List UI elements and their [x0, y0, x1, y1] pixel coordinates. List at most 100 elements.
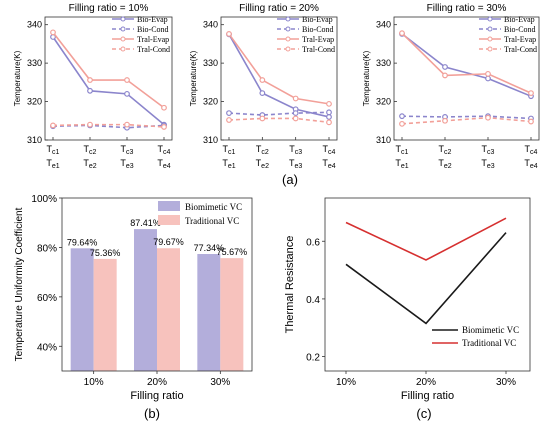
- plot-frame: [44, 16, 173, 141]
- panel-label-b: (b): [144, 406, 160, 421]
- x-tick-label: 10%: [84, 377, 104, 388]
- bar: [157, 248, 180, 371]
- y-axis-label: Thermal Resistance: [284, 236, 296, 334]
- x-tick-label-top: Tc2: [256, 144, 269, 156]
- legend-label: Traditional VC: [462, 338, 516, 348]
- data-point: [259, 115, 266, 122]
- bar: [93, 258, 117, 371]
- data-point: [226, 31, 232, 37]
- bar-data-label: 87.41%: [130, 218, 161, 228]
- data-point: [50, 29, 56, 36]
- legend-label: Tral-Cond: [504, 45, 537, 54]
- series-line: [401, 116, 532, 125]
- y-tick-label: 340: [27, 20, 42, 30]
- chart-title: Filling ratio = 20%: [239, 3, 319, 14]
- x-tick-label-top: Tc2: [84, 144, 97, 156]
- plot-frame: [220, 16, 338, 141]
- data-point: [124, 90, 130, 97]
- y-tick-label: 330: [376, 58, 391, 68]
- x-tick-label: 20%: [147, 377, 167, 388]
- legend-marker: [285, 36, 291, 42]
- series-line: [228, 117, 330, 124]
- x-tick-label-bottom: Te2: [83, 158, 96, 170]
- y-tick-label: 310: [203, 135, 218, 145]
- series-line: [401, 32, 532, 94]
- data-point: [528, 118, 534, 125]
- thermal-resistance-chart: 0.2 0.4 0.6 10% 20% 30% Thermal Resistance Fill…: [284, 197, 531, 402]
- x-tick-label: 10%: [336, 377, 356, 388]
- x-tick-label-bottom: Te4: [322, 158, 335, 170]
- x-tick-label-bottom: Te3: [481, 158, 494, 170]
- legend-swatch: [158, 215, 180, 225]
- data-point: [161, 104, 167, 111]
- legend-label: Bio-Cond: [137, 25, 169, 34]
- data-point: [326, 114, 332, 120]
- panel-label-c: (c): [416, 406, 431, 421]
- data-point: [124, 77, 130, 83]
- x-tick-label-bottom: Te4: [524, 158, 537, 170]
- data-point: [226, 117, 232, 123]
- bar: [220, 258, 244, 371]
- x-tick-label: 20%: [416, 377, 436, 388]
- y-tick-label: 0.6: [306, 237, 320, 248]
- bar-data-label: 77.34%: [194, 243, 225, 253]
- y-tick-label: 320: [27, 97, 42, 107]
- bar: [70, 248, 94, 371]
- data-point: [161, 124, 167, 130]
- x-tick-label-top: Tc3: [289, 144, 302, 156]
- plot-frame: [324, 197, 531, 372]
- legend-label: Tral-Evap: [137, 35, 169, 44]
- uniformity-bar-chart: 79.64%75.36% 10% 87.41% 79.67% 20% 77.34%75.6…: [14, 194, 253, 402]
- data-point: [442, 117, 448, 124]
- x-tick-label-bottom: Te4: [157, 158, 170, 170]
- y-tick-label: 310: [376, 135, 391, 145]
- legend-marker: [487, 36, 493, 42]
- legend-label: Biomimetic VC: [462, 325, 519, 335]
- temperature-chart-10pct: Filling ratio = 10% 310 320 330 340 Temperatu…: [13, 3, 173, 170]
- x-tick-label-bottom: Te1: [222, 158, 235, 170]
- legend-swatch: [158, 201, 180, 211]
- legend-marker: [120, 46, 126, 52]
- bar: [134, 229, 157, 371]
- data-point: [87, 121, 93, 128]
- legend-marker: [120, 26, 126, 32]
- chart-title: Filling ratio = 10%: [69, 3, 149, 14]
- legend-marker: [487, 46, 493, 52]
- legend-marker: [120, 16, 126, 22]
- series-line: [228, 33, 330, 118]
- data-point: [292, 95, 299, 102]
- data-point: [326, 119, 332, 126]
- y-axis-label: Temperature(K): [13, 50, 22, 106]
- y-axis-label: Temperature Uniformity Coefficient: [14, 207, 25, 361]
- x-tick-label-top: Tc2: [439, 144, 452, 156]
- x-tick-label-bottom: Te2: [256, 158, 269, 170]
- y-tick-label: 310: [27, 135, 42, 145]
- data-point: [226, 110, 232, 116]
- series-line: [345, 232, 507, 325]
- x-tick-label: 30%: [210, 377, 230, 388]
- data-point: [326, 109, 332, 116]
- data-point: [259, 90, 266, 97]
- data-point: [399, 30, 405, 37]
- panel-label-a: (a): [282, 172, 298, 187]
- y-axis-label: Temperature(K): [189, 50, 198, 106]
- bar-data-label: 75.36%: [90, 248, 121, 258]
- y-tick-label: 40%: [37, 342, 57, 353]
- legend-label: Tral-Cond: [302, 45, 335, 54]
- legend-marker: [285, 46, 291, 52]
- series-line: [52, 36, 165, 126]
- data-point: [485, 70, 491, 77]
- legend-marker: [487, 16, 493, 22]
- data-point: [399, 113, 405, 120]
- x-tick-label: 30%: [496, 377, 516, 388]
- y-tick-label: 0.4: [306, 295, 320, 306]
- y-tick-label: 330: [27, 58, 42, 68]
- x-tick-label-top: Tc4: [525, 144, 538, 156]
- data-point: [259, 77, 266, 83]
- x-tick-label-bottom: Te3: [120, 158, 133, 170]
- bar-data-label: 79.64%: [67, 237, 98, 247]
- y-tick-label: 320: [376, 97, 391, 107]
- x-tick-label-top: Tc4: [158, 144, 171, 156]
- x-tick-label-top: Tc1: [47, 144, 60, 156]
